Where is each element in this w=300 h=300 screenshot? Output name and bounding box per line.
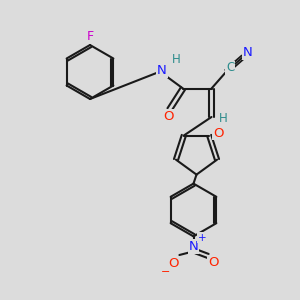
Text: N: N — [189, 240, 198, 253]
Text: N: N — [243, 46, 252, 59]
Text: O: O — [213, 127, 224, 140]
Text: O: O — [163, 110, 173, 123]
Text: N: N — [157, 64, 167, 77]
Text: F: F — [86, 30, 94, 43]
Text: O: O — [168, 257, 179, 270]
Text: O: O — [208, 256, 218, 269]
Text: C: C — [226, 61, 234, 74]
Text: H: H — [172, 53, 181, 66]
Text: −: − — [160, 267, 170, 277]
Text: +: + — [198, 232, 206, 243]
Text: H: H — [218, 112, 227, 125]
